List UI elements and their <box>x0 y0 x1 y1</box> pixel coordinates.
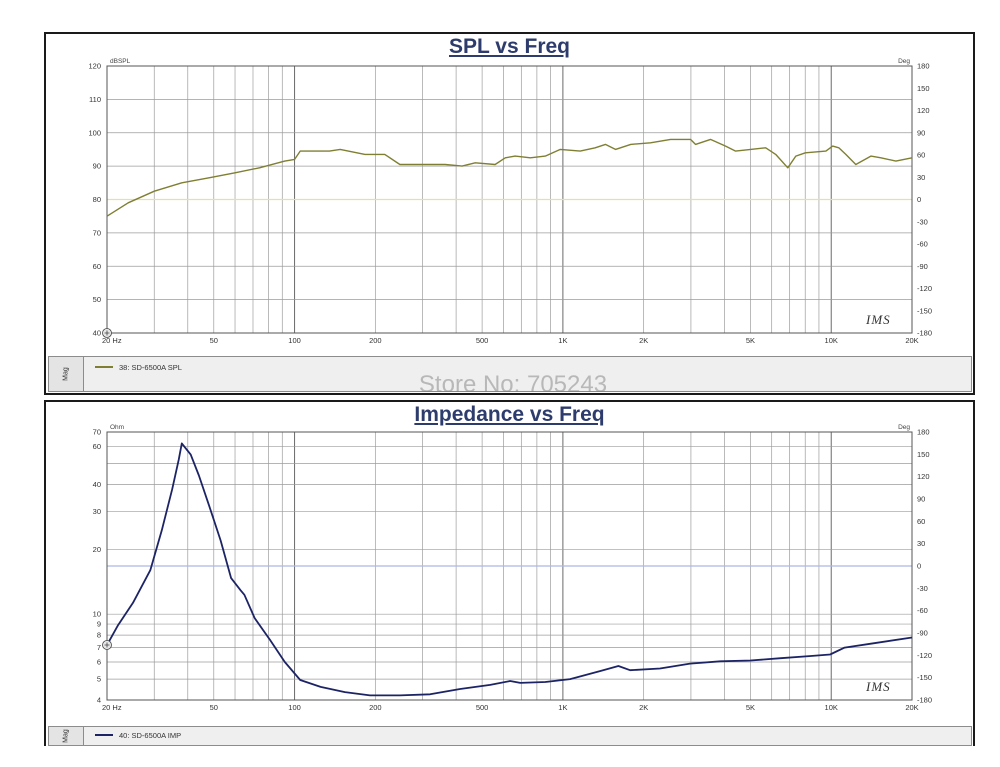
plot-frame <box>106 65 913 334</box>
legend: Mag 40: SD-6500A IMP <box>48 726 972 746</box>
spl-plot: 120 110 100 90 80 70 60 50 40 180 150 120 90 60 30 0 -30… <box>88 58 932 345</box>
y2-tick-label: 0 <box>917 195 921 204</box>
chart-title: Impedance vs Freq <box>414 403 605 426</box>
y-tick-label: 70 <box>93 228 101 237</box>
x-tick-label: 5K <box>746 703 755 712</box>
legend-label: 40: SD-6500A IMP <box>119 730 182 740</box>
cursor-marker-icon[interactable] <box>102 328 112 338</box>
y-tick-label: 50 <box>93 295 101 304</box>
y2-tick-label: 30 <box>917 539 925 548</box>
y2-tick-label: -60 <box>917 606 928 615</box>
x-tick-label: 500 <box>476 703 489 712</box>
x-tick-label: 100 <box>288 703 301 712</box>
x-tick-label: 20K <box>905 703 918 712</box>
impedance-chart-panel: Impedance vs Freq 70 60 40 30 20 10 9 8 7 6 5 4 180 1… <box>44 400 975 746</box>
impedance-plot: 70 60 40 30 20 109 8 7 6 5 4 180 150 120 90 60 30 0 -30 -60… <box>93 424 932 712</box>
y2-tick-label: 150 <box>917 450 930 459</box>
y2-tick-label: -60 <box>917 240 928 249</box>
y2-tick-label: 60 <box>917 151 925 160</box>
y-axis-unit-label: Ohm <box>110 424 124 431</box>
y-tick-label: 9 <box>97 620 101 629</box>
y-axis-unit-label: dBSPL <box>110 58 131 65</box>
x-tick-label: 50 <box>210 336 218 345</box>
y-tick-label: 90 <box>93 162 101 171</box>
x-tick-label: 100 <box>288 336 301 345</box>
y-tick-label: 60 <box>93 442 101 451</box>
y2-tick-label: -120 <box>917 284 932 293</box>
y2-tick-label: 0 <box>917 562 921 571</box>
y-tick-label: 40 <box>93 329 101 338</box>
y-tick-label: 4 <box>97 696 101 705</box>
legend-label: 38: SD-6500A SPL <box>119 362 182 372</box>
y-tick-label: 80 <box>93 195 101 204</box>
y2-tick-label: -90 <box>917 629 928 638</box>
y-tick-label: 120 <box>88 62 101 71</box>
x-tick-label: 5K <box>746 336 755 345</box>
x-tick-label: 10K <box>825 703 838 712</box>
legend-side-label: Mag <box>62 367 70 381</box>
x-tick-label: 1K <box>558 336 567 345</box>
y-tick-label: 5 <box>97 675 101 684</box>
y2-tick-label: 150 <box>917 84 930 93</box>
x-tick-label: 10K <box>825 336 838 345</box>
y2-axis-unit-label: Deg <box>898 424 910 431</box>
y-tick-label: 8 <box>97 631 101 640</box>
y2-axis-unit-label: Deg <box>898 58 910 65</box>
x-tick-label: 20K <box>905 336 918 345</box>
y2-tick-label: 90 <box>917 495 925 504</box>
store-watermark: Store No: 705243 <box>418 371 608 398</box>
ims-logo: IMS <box>865 312 891 327</box>
legend-side-cell: Mag <box>49 357 84 391</box>
legend-item[interactable]: 38: SD-6500A SPL <box>95 362 182 372</box>
series-line <box>106 442 913 697</box>
y2-tick-label: -180 <box>917 329 932 338</box>
y2-tick-label: -150 <box>917 673 932 682</box>
legend: Mag 38: SD-6500A SPL <box>48 356 972 392</box>
y2-tick-label: -120 <box>917 651 932 660</box>
x-tick-label: 200 <box>369 703 382 712</box>
x-tick-label: 2K <box>639 703 648 712</box>
x-tick-label: 20 Hz <box>102 703 122 712</box>
y-tick-label: 7 <box>97 643 101 652</box>
y2-tick-label: 60 <box>917 517 925 526</box>
x-tick-label: 2K <box>639 336 648 345</box>
y2-tick-label: 180 <box>917 62 930 71</box>
y2-tick-label: 120 <box>917 472 930 481</box>
series-line <box>106 138 913 217</box>
y2-tick-label: 30 <box>917 173 925 182</box>
x-tick-label: 200 <box>369 336 382 345</box>
y2-tick-label: 120 <box>917 106 930 115</box>
cursor-marker-icon[interactable] <box>102 640 112 650</box>
y-tick-label: 20 <box>93 545 101 554</box>
legend-item[interactable]: 40: SD-6500A IMP <box>95 730 181 740</box>
y-tick-label: 60 <box>93 262 101 271</box>
x-tick-label: 500 <box>476 336 489 345</box>
y2-tick-label: -30 <box>917 217 928 226</box>
y-tick-label: 70 <box>93 428 101 437</box>
y2-tick-label: 180 <box>917 428 930 437</box>
legend-swatch <box>95 366 113 368</box>
y2-tick-label: -150 <box>917 306 932 315</box>
plot-frame <box>106 431 913 701</box>
y2-tick-label: 90 <box>917 128 925 137</box>
chart-title: SPL vs Freq <box>449 35 570 58</box>
y-tick-label: 30 <box>93 507 101 516</box>
y2-tick-label: -30 <box>917 584 928 593</box>
y2-tick-label: -90 <box>917 262 928 271</box>
legend-side-cell: Mag <box>49 727 84 745</box>
legend-side-label: Mag <box>62 729 70 743</box>
y2-tick-label: -180 <box>917 696 932 705</box>
y-tick-label: 100 <box>88 128 101 137</box>
x-tick-label: 20 Hz <box>102 336 122 345</box>
spl-chart-panel: SPL vs Freq 120 110 100 90 80 70 60 50 40 180 150 1… <box>44 32 975 395</box>
y-tick-label: 40 <box>93 480 101 489</box>
x-tick-label: 1K <box>558 703 567 712</box>
x-tick-label: 50 <box>210 703 218 712</box>
y-tick-label: 10 <box>93 610 101 619</box>
legend-swatch <box>95 734 113 736</box>
y-tick-label: 6 <box>97 658 101 667</box>
ims-logo: IMS <box>865 679 891 694</box>
y-tick-label: 110 <box>89 95 101 104</box>
